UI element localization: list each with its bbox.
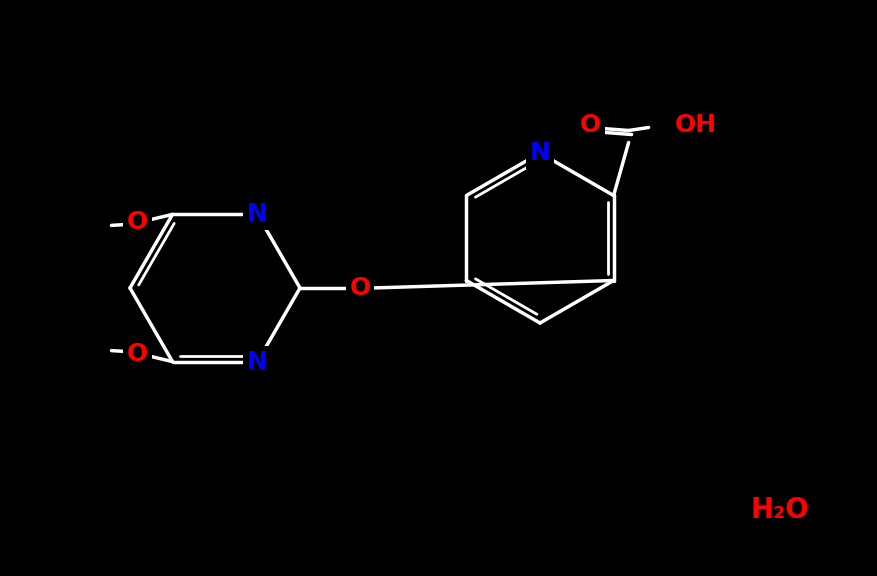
Text: N: N	[246, 202, 267, 226]
Text: O: O	[127, 210, 148, 234]
Text: O: O	[127, 342, 148, 366]
Text: N: N	[246, 350, 267, 374]
Text: N: N	[529, 141, 550, 165]
Text: O: O	[349, 276, 370, 300]
Text: OH: OH	[674, 113, 716, 138]
Text: H₂O: H₂O	[750, 496, 809, 524]
Text: O: O	[580, 113, 601, 138]
